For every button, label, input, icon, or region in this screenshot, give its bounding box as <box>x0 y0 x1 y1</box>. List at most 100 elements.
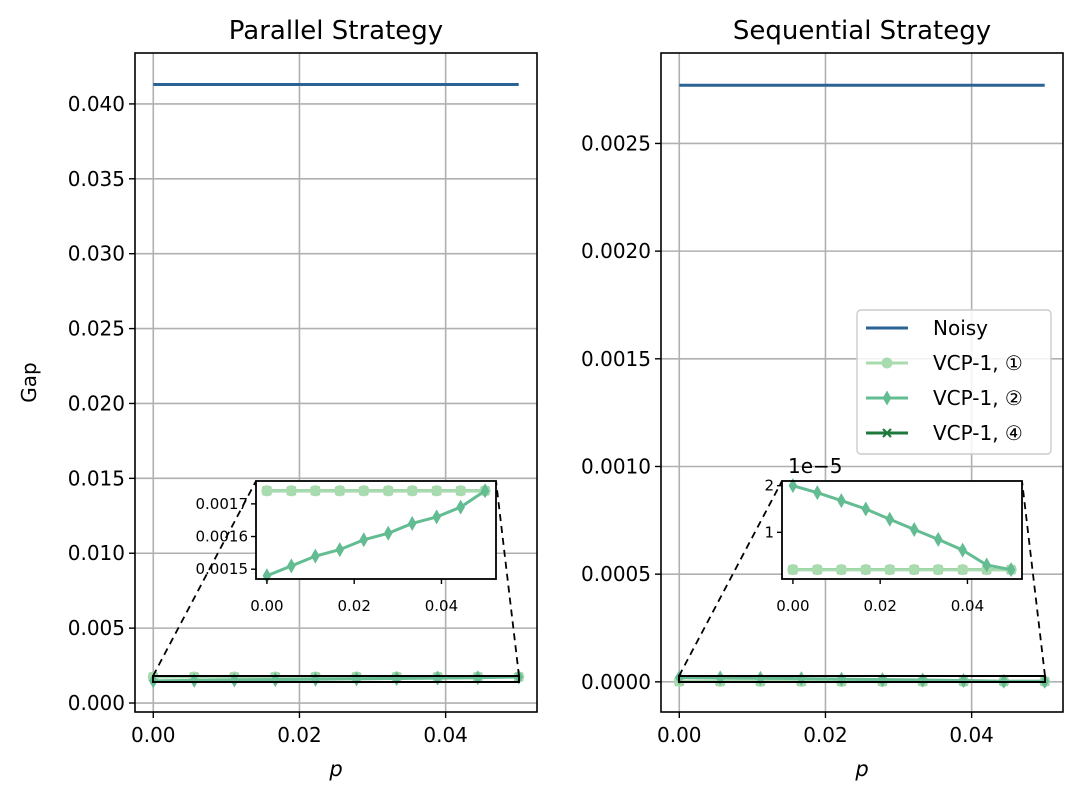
y-tick-label: 0.010 <box>68 541 125 565</box>
y-tick-label: 0.005 <box>68 616 125 640</box>
inset-frame <box>781 480 1023 580</box>
inset-series-line <box>792 484 1012 572</box>
inset-diamond-marker <box>335 542 345 558</box>
y-tick-label: 0.0000 <box>581 670 651 694</box>
panel-sequential: 0.00 0.02 0.04 0.0000 0.0005 0.0010 0.0015 0.00… <box>581 16 1064 781</box>
legend-diamond-marker <box>882 390 892 406</box>
series-line <box>153 675 519 683</box>
inset-circle-marker <box>811 564 823 576</box>
inset-circle-marker <box>309 485 321 497</box>
x-tick-label: 0.04 <box>949 723 994 747</box>
inset-circle-marker <box>406 485 418 497</box>
y-tick-label: 0.0015 <box>581 347 651 371</box>
inset-y-tick-label: 0.0015 <box>196 560 249 578</box>
inset-circle-marker <box>285 485 297 497</box>
inset-x-tick-label: 0.04 <box>425 597 458 615</box>
x-tick-label: 0.02 <box>277 723 322 747</box>
x-tick-label: 0.00 <box>657 723 702 747</box>
y-tick-label: 0.015 <box>68 466 125 490</box>
y-tick-label: 0.0005 <box>581 562 651 586</box>
zoom-region-box <box>678 675 1046 683</box>
y-tick-label: 0.000 <box>68 691 125 715</box>
series-line <box>679 676 1045 683</box>
diamond-marker <box>959 673 968 689</box>
inset-diamond-marker <box>933 531 943 547</box>
legend-circle-marker <box>881 357 893 369</box>
inset-x-tick-label: 0.00 <box>776 597 809 615</box>
inset-circle-marker <box>884 564 896 576</box>
inset-y-tick-label: 1 <box>764 523 774 541</box>
inset-diamond-marker <box>359 532 369 548</box>
inset-axes: 0.00 0.02 0.04 1 2 1e−5 <box>764 454 1023 615</box>
inset-y-tick-label: 0.0017 <box>196 495 249 513</box>
y-tick-label: 0.025 <box>68 317 125 341</box>
zoom-region-box <box>152 675 520 683</box>
inset-x-tick-label: 0.00 <box>250 597 283 615</box>
inset-offset-label: 1e−5 <box>788 454 843 478</box>
inset-circle-marker <box>382 485 394 497</box>
axes-frame <box>660 52 1064 713</box>
zoom-connector-line <box>678 480 783 677</box>
inset-diamond-marker <box>311 548 320 564</box>
chart-title: Parallel Strategy <box>229 16 443 46</box>
y-tick-label: 0.030 <box>68 242 125 266</box>
series-VCP-1, ② <box>674 670 1050 689</box>
inset-series-VCP-1, ② <box>262 483 490 584</box>
series-VCP-1, ② <box>148 669 524 689</box>
inset-diamond-marker <box>287 558 296 574</box>
inset-diamond-marker <box>383 525 393 541</box>
axes-frame <box>134 52 538 713</box>
legend-entry: VCP-1, ④ <box>866 421 1023 445</box>
inset-diamond-marker <box>861 501 871 517</box>
y-tick-label: 0.0010 <box>581 454 651 478</box>
legend-x-marker <box>882 428 892 438</box>
inset-diamond-marker <box>788 478 798 494</box>
inset-x-tick-label: 0.02 <box>337 597 370 615</box>
zoom-connector-line <box>495 480 520 677</box>
inset-circle-marker <box>908 564 920 576</box>
inset-circle-marker <box>787 564 799 576</box>
inset-circle-marker <box>932 564 944 576</box>
inset-diamond-marker <box>456 499 465 515</box>
inset-diamond-marker <box>958 542 967 558</box>
legend: Noisy VCP-1, ① VCP-1, ② VCP-1, ④ <box>856 309 1052 455</box>
inset-diamond-marker <box>480 483 490 499</box>
inset-series-VCP-1, ② <box>788 478 1016 578</box>
inset-circle-marker <box>957 564 969 576</box>
legend-entry: Noisy <box>866 316 988 340</box>
y-tick-label: 0.0025 <box>581 131 651 155</box>
x-axis-label: p <box>854 757 868 781</box>
zoom-connector-line <box>152 480 257 677</box>
y-axis-label: Gap <box>17 362 41 402</box>
inset-frame <box>255 480 497 580</box>
y-tick-label: 0.035 <box>68 167 125 191</box>
diamond-marker <box>189 672 199 688</box>
inset-series-VCP-1, ① <box>261 485 491 497</box>
legend-label: VCP-1, ② <box>933 386 1023 410</box>
x-axis-label: p <box>328 757 342 781</box>
zoom-connector-line <box>1021 480 1046 677</box>
inset-diamond-marker <box>885 511 895 527</box>
legend-box <box>856 309 1052 455</box>
y-tick-label: 0.020 <box>68 391 125 415</box>
inset-diamond-marker <box>982 557 991 573</box>
inset-diamond-marker <box>837 493 846 509</box>
inset-x-tick-label: 0.02 <box>863 597 896 615</box>
panel-parallel: 0.00 0.02 0.04 0.000 0.005 0.010 0.015 0.020 0.0… <box>17 16 538 781</box>
inset-diamond-marker <box>909 522 919 538</box>
inset-x-tick-label: 0.04 <box>951 597 984 615</box>
inset-circle-marker <box>455 485 467 497</box>
inset-circle-marker <box>334 485 346 497</box>
inset-diamond-marker <box>813 485 822 501</box>
legend-entry: VCP-1, ② <box>866 386 1023 410</box>
x-tick-label: 0.00 <box>131 723 176 747</box>
inset-circle-marker <box>860 564 872 576</box>
inset-axes: 0.00 0.02 0.04 0.0015 0.0016 0.0017 <box>196 480 497 615</box>
legend-label: VCP-1, ④ <box>933 421 1023 445</box>
inset-diamond-marker <box>407 515 417 531</box>
inset-circle-marker <box>431 485 443 497</box>
inset-series-line <box>266 489 486 578</box>
inset-circle-marker <box>358 485 370 497</box>
inset-diamond-marker <box>1006 562 1016 578</box>
y-tick-label: 0.0020 <box>581 239 651 263</box>
